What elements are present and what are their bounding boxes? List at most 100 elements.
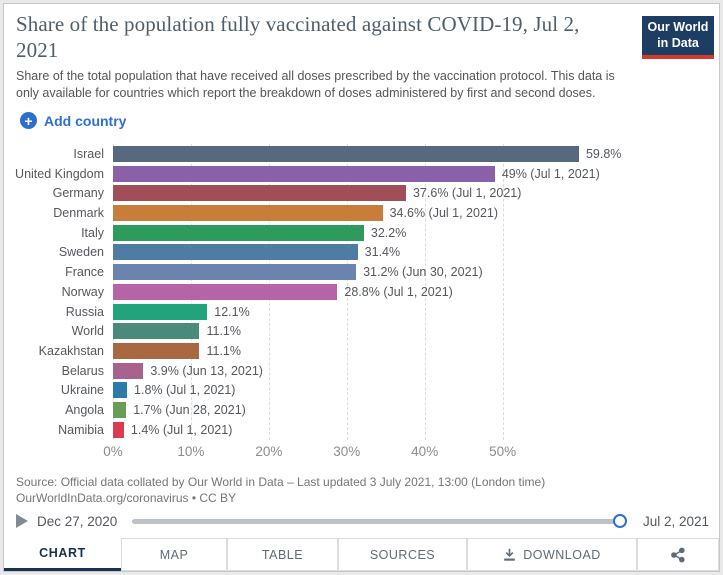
gridline-30 — [346, 144, 348, 440]
country-label[interactable]: Namibia — [58, 422, 104, 437]
tab-sources-label: SOURCES — [369, 547, 436, 562]
bar[interactable] — [113, 264, 357, 281]
chart-row-kazakhstan: Kazakhstan 11.1% — [12, 341, 713, 361]
x-axis-tick: 10% — [177, 444, 205, 459]
owid-logo[interactable]: Our World in Data — [642, 16, 714, 60]
bar-track: 12.1% — [113, 303, 713, 320]
country-label[interactable]: Israel — [73, 146, 104, 161]
bar[interactable] — [113, 185, 406, 202]
owid-logo-line1: Our World — [647, 20, 709, 34]
tab-chart[interactable]: CHART — [4, 538, 121, 571]
x-axis-tick: 30% — [333, 444, 361, 459]
tab-chart-label: CHART — [39, 546, 86, 560]
bar[interactable] — [113, 382, 128, 399]
country-label[interactable]: Angola — [65, 403, 104, 418]
chart-subtitle: Share of the total population that have … — [16, 69, 615, 101]
tab-download[interactable]: DOWNLOAD — [467, 538, 637, 571]
country-label[interactable]: Kazakhstan — [38, 344, 104, 359]
chart-row-sweden: Sweden 31.4% — [12, 243, 713, 263]
country-label[interactable]: Sweden — [58, 245, 104, 260]
country-label[interactable]: Ukraine — [60, 383, 104, 398]
value-label: 3.9% (Jun 13, 2021) — [150, 363, 263, 378]
owid-logo-red-bar — [642, 55, 714, 60]
owid-logo-line2: in Data — [657, 35, 699, 50]
x-axis-tick: 40% — [411, 444, 439, 459]
bar[interactable] — [113, 224, 364, 241]
bar-track: 34.6% (Jul 1, 2021) — [113, 205, 713, 222]
chart-row-world: World 11.1% — [12, 321, 713, 341]
country-label[interactable]: Germany — [52, 186, 104, 201]
bar-track: 3.9% (Jun 13, 2021) — [113, 362, 713, 379]
tab-table-label: TABLE — [261, 547, 304, 562]
bar[interactable] — [113, 145, 579, 162]
bar[interactable] — [113, 402, 127, 419]
bar-track: 28.8% (Jul 1, 2021) — [113, 283, 713, 300]
gridline-50 — [502, 144, 504, 440]
add-country-label: Add country — [44, 112, 127, 129]
bar-track: 31.4% — [113, 244, 713, 261]
country-label[interactable]: Russia — [65, 304, 104, 319]
bar[interactable] — [113, 323, 200, 340]
value-label: 11.1% — [206, 324, 241, 339]
source-link[interactable]: OurWorldInData.org/coronavirus • CC BY — [16, 490, 237, 505]
country-label[interactable]: Denmark — [53, 206, 104, 221]
value-label: 59.8% — [585, 146, 622, 161]
header: Share of the population fully vaccinated… — [16, 12, 624, 103]
chart-card: Share of the population fully vaccinated… — [3, 3, 720, 572]
chart-row-united-kingdom: United Kingdom 49% (Jul 1, 2021) — [12, 164, 713, 184]
chart-row-angola: Angola 1.7% (Jun 28, 2021) — [12, 400, 713, 420]
bar-track: 1.4% (Jul 1, 2021) — [113, 421, 713, 438]
value-label: 34.6% (Jul 1, 2021) — [389, 206, 499, 221]
x-axis-tick: 50% — [489, 444, 517, 459]
country-label[interactable]: United Kingdom — [15, 166, 104, 181]
value-label: 37.6% (Jul 1, 2021) — [412, 186, 522, 201]
value-label: 1.8% (Jul 1, 2021) — [134, 383, 236, 398]
country-label[interactable]: Norway — [61, 284, 104, 299]
timeline: Dec 27, 2020 Jul 2, 2021 — [16, 508, 709, 534]
country-label[interactable]: Belarus — [61, 363, 104, 378]
timeline-slider[interactable] — [132, 514, 627, 528]
value-label: 11.1% — [206, 344, 241, 359]
value-label: 31.2% (Jun 30, 2021) — [363, 265, 483, 280]
bar-track: 11.1% — [113, 323, 713, 340]
add-country-button[interactable]: + Add country — [20, 112, 126, 129]
bar[interactable] — [113, 205, 383, 222]
chart-row-israel: Israel 59.8% — [12, 144, 713, 164]
value-label: 1.4% (Jul 1, 2021) — [130, 422, 233, 437]
tab-map-label: MAP — [159, 547, 189, 562]
value-label: 28.8% (Jul 1, 2021) — [344, 284, 453, 299]
bar-track: 32.2% — [113, 224, 713, 241]
bar[interactable] — [113, 165, 495, 182]
bar[interactable] — [113, 283, 338, 300]
tab-table[interactable]: TABLE — [227, 538, 338, 571]
bar[interactable] — [113, 303, 208, 320]
bar-track: 11.1% — [113, 343, 713, 360]
country-label[interactable]: Italy — [81, 225, 104, 240]
tab-download-label: DOWNLOAD — [523, 547, 601, 562]
timeline-start-date: Dec 27, 2020 — [37, 513, 118, 529]
bar[interactable] — [113, 244, 358, 261]
tab-share[interactable] — [637, 538, 719, 571]
timeline-slider-handle[interactable] — [612, 514, 627, 528]
country-label[interactable]: France — [65, 265, 104, 280]
play-icon[interactable] — [16, 514, 28, 528]
x-axis-tick: 20% — [255, 444, 283, 459]
gridline-40 — [424, 144, 426, 440]
bar-chart: Israel 59.8% United Kingdom 49% (Jul 1, 202… — [12, 144, 713, 464]
bar-track: 1.8% (Jul 1, 2021) — [113, 382, 713, 399]
tab-map[interactable]: MAP — [121, 538, 227, 571]
timeline-end-date: Jul 2, 2021 — [642, 513, 709, 529]
bar-track: 31.2% (Jun 30, 2021) — [113, 264, 713, 281]
tab-sources[interactable]: SOURCES — [338, 538, 467, 571]
source-line1: Source: Official data collated by Our Wo… — [16, 475, 546, 489]
chart-row-germany: Germany 37.6% (Jul 1, 2021) — [12, 183, 713, 203]
country-label[interactable]: World — [71, 324, 104, 339]
bar[interactable] — [113, 421, 124, 438]
bar[interactable] — [113, 362, 144, 379]
chart-row-namibia: Namibia 1.4% (Jul 1, 2021) — [12, 420, 713, 440]
x-axis: 0% 10% 20% 30% 40% 50% — [103, 442, 713, 464]
chart-row-belarus: Belarus 3.9% (Jun 13, 2021) — [12, 361, 713, 381]
bar-track: 49% (Jul 1, 2021) — [113, 165, 713, 182]
value-label: 1.7% (Jun 28, 2021) — [133, 403, 246, 418]
bar[interactable] — [113, 343, 200, 360]
